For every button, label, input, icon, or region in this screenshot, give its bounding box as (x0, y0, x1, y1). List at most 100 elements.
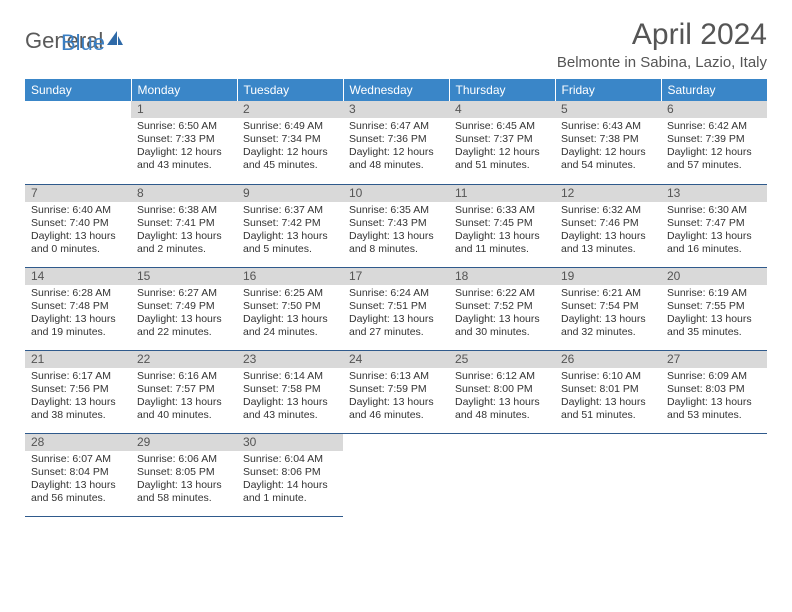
calendar-table: SundayMondayTuesdayWednesdayThursdayFrid… (25, 79, 767, 517)
calendar-cell (343, 433, 449, 516)
day-details: Sunrise: 6:21 AMSunset: 7:54 PMDaylight:… (555, 285, 661, 343)
calendar-cell: 10Sunrise: 6:35 AMSunset: 7:43 PMDayligh… (343, 184, 449, 267)
day-number: 4 (449, 101, 555, 118)
daylight-line: Daylight: 13 hours and 19 minutes. (31, 313, 125, 339)
sunset-line: Sunset: 7:56 PM (31, 383, 125, 396)
day-number: 15 (131, 268, 237, 285)
brand-sail-icon (106, 30, 124, 53)
calendar-cell: 1Sunrise: 6:50 AMSunset: 7:33 PMDaylight… (131, 101, 237, 184)
weekday-header: Thursday (449, 79, 555, 101)
sunrise-line: Sunrise: 6:24 AM (349, 287, 443, 300)
sunrise-line: Sunrise: 6:10 AM (561, 370, 655, 383)
day-details: Sunrise: 6:07 AMSunset: 8:04 PMDaylight:… (25, 451, 131, 509)
sunrise-line: Sunrise: 6:22 AM (455, 287, 549, 300)
calendar-row: 1Sunrise: 6:50 AMSunset: 7:33 PMDaylight… (25, 101, 767, 184)
day-details: Sunrise: 6:06 AMSunset: 8:05 PMDaylight:… (131, 451, 237, 509)
calendar-row: 7Sunrise: 6:40 AMSunset: 7:40 PMDaylight… (25, 184, 767, 267)
daylight-line: Daylight: 13 hours and 35 minutes. (667, 313, 761, 339)
daylight-line: Daylight: 12 hours and 54 minutes. (561, 146, 655, 172)
sunrise-line: Sunrise: 6:13 AM (349, 370, 443, 383)
daylight-line: Daylight: 13 hours and 48 minutes. (455, 396, 549, 422)
calendar-row: 21Sunrise: 6:17 AMSunset: 7:56 PMDayligh… (25, 350, 767, 433)
day-details: Sunrise: 6:09 AMSunset: 8:03 PMDaylight:… (661, 368, 767, 426)
day-number: 23 (237, 351, 343, 368)
sunset-line: Sunset: 7:50 PM (243, 300, 337, 313)
calendar-cell: 11Sunrise: 6:33 AMSunset: 7:45 PMDayligh… (449, 184, 555, 267)
day-details: Sunrise: 6:38 AMSunset: 7:41 PMDaylight:… (131, 202, 237, 260)
sunset-line: Sunset: 7:38 PM (561, 133, 655, 146)
calendar-cell (661, 433, 767, 516)
daylight-line: Daylight: 12 hours and 51 minutes. (455, 146, 549, 172)
weekday-header-row: SundayMondayTuesdayWednesdayThursdayFrid… (25, 79, 767, 101)
daylight-line: Daylight: 12 hours and 57 minutes. (667, 146, 761, 172)
daylight-line: Daylight: 12 hours and 48 minutes. (349, 146, 443, 172)
day-number: 10 (343, 185, 449, 202)
daylight-line: Daylight: 13 hours and 58 minutes. (137, 479, 231, 505)
day-number: 16 (237, 268, 343, 285)
calendar-cell: 20 Sunrise: 6:19 AMSunset: 7:55 PMDayligh… (661, 267, 767, 350)
sunrise-line: Sunrise: 6:38 AM (137, 204, 231, 217)
calendar-cell: 15Sunrise: 6:27 AMSunset: 7:49 PMDayligh… (131, 267, 237, 350)
day-details: Sunrise: 6:14 AMSunset: 7:58 PMDaylight:… (237, 368, 343, 426)
sunset-line: Sunset: 7:40 PM (31, 217, 125, 230)
sunrise-line: Sunrise: 6:04 AM (243, 453, 337, 466)
calendar-cell (555, 433, 661, 516)
calendar-cell (449, 433, 555, 516)
day-details: Sunrise: 6:12 AMSunset: 8:00 PMDaylight:… (449, 368, 555, 426)
calendar-cell: 28Sunrise: 6:07 AMSunset: 8:04 PMDayligh… (25, 433, 131, 516)
weekday-header: Wednesday (343, 79, 449, 101)
calendar-cell: 21Sunrise: 6:17 AMSunset: 7:56 PMDayligh… (25, 350, 131, 433)
day-details: Sunrise: 6:16 AMSunset: 7:57 PMDaylight:… (131, 368, 237, 426)
day-number: 8 (131, 185, 237, 202)
day-number: 18 (449, 268, 555, 285)
sunset-line: Sunset: 8:06 PM (243, 466, 337, 479)
sunset-line: Sunset: 7:36 PM (349, 133, 443, 146)
day-number: 25 (449, 351, 555, 368)
daylight-line: Daylight: 13 hours and 30 minutes. (455, 313, 549, 339)
day-number: 19 (555, 268, 661, 285)
daylight-line: Daylight: 13 hours and 51 minutes. (561, 396, 655, 422)
day-details: Sunrise: 6:42 AMSunset: 7:39 PMDaylight:… (661, 118, 767, 176)
day-number: 6 (661, 101, 767, 118)
daylight-line: Daylight: 13 hours and 24 minutes. (243, 313, 337, 339)
calendar-cell: 13Sunrise: 6:30 AMSunset: 7:47 PMDayligh… (661, 184, 767, 267)
sunrise-line: Sunrise: 6:14 AM (243, 370, 337, 383)
calendar-cell: 2Sunrise: 6:49 AMSunset: 7:34 PMDaylight… (237, 101, 343, 184)
day-number: 26 (555, 351, 661, 368)
sunrise-line: Sunrise: 6:19 AM (667, 287, 761, 300)
day-details: Sunrise: 6:49 AMSunset: 7:34 PMDaylight:… (237, 118, 343, 176)
day-details: Sunrise: 6:28 AMSunset: 7:48 PMDaylight:… (25, 285, 131, 343)
calendar-cell: 4Sunrise: 6:45 AMSunset: 7:37 PMDaylight… (449, 101, 555, 184)
sunrise-line: Sunrise: 6:47 AM (349, 120, 443, 133)
weekday-header: Tuesday (237, 79, 343, 101)
sunset-line: Sunset: 7:55 PM (667, 300, 761, 313)
day-number: 7 (25, 185, 131, 202)
day-details: Sunrise: 6:13 AMSunset: 7:59 PMDaylight:… (343, 368, 449, 426)
sunset-line: Sunset: 7:41 PM (137, 217, 231, 230)
day-number: 29 (131, 434, 237, 451)
location-subtitle: Belmonte in Sabina, Lazio, Italy (557, 54, 767, 71)
sunrise-line: Sunrise: 6:30 AM (667, 204, 761, 217)
day-number: 9 (237, 185, 343, 202)
sunset-line: Sunset: 8:01 PM (561, 383, 655, 396)
sunset-line: Sunset: 7:47 PM (667, 217, 761, 230)
daylight-line: Daylight: 13 hours and 8 minutes. (349, 230, 443, 256)
day-details: Sunrise: 6:04 AMSunset: 8:06 PMDaylight:… (237, 451, 343, 509)
sunrise-line: Sunrise: 6:43 AM (561, 120, 655, 133)
sunset-line: Sunset: 8:05 PM (137, 466, 231, 479)
day-number: 24 (343, 351, 449, 368)
sunset-line: Sunset: 7:43 PM (349, 217, 443, 230)
day-number: 20 (661, 268, 767, 285)
sunset-line: Sunset: 8:04 PM (31, 466, 125, 479)
calendar-cell: 24Sunrise: 6:13 AMSunset: 7:59 PMDayligh… (343, 350, 449, 433)
sunset-line: Sunset: 8:03 PM (667, 383, 761, 396)
daylight-line: Daylight: 13 hours and 40 minutes. (137, 396, 231, 422)
calendar-cell: 22Sunrise: 6:16 AMSunset: 7:57 PMDayligh… (131, 350, 237, 433)
daylight-line: Daylight: 13 hours and 27 minutes. (349, 313, 443, 339)
day-number: 22 (131, 351, 237, 368)
sunset-line: Sunset: 7:33 PM (137, 133, 231, 146)
day-details: Sunrise: 6:25 AMSunset: 7:50 PMDaylight:… (237, 285, 343, 343)
daylight-line: Daylight: 13 hours and 16 minutes. (667, 230, 761, 256)
header-row: General April 2024 Belmonte in Sabina, L… (25, 18, 767, 71)
day-details: Sunrise: 6:35 AMSunset: 7:43 PMDaylight:… (343, 202, 449, 260)
